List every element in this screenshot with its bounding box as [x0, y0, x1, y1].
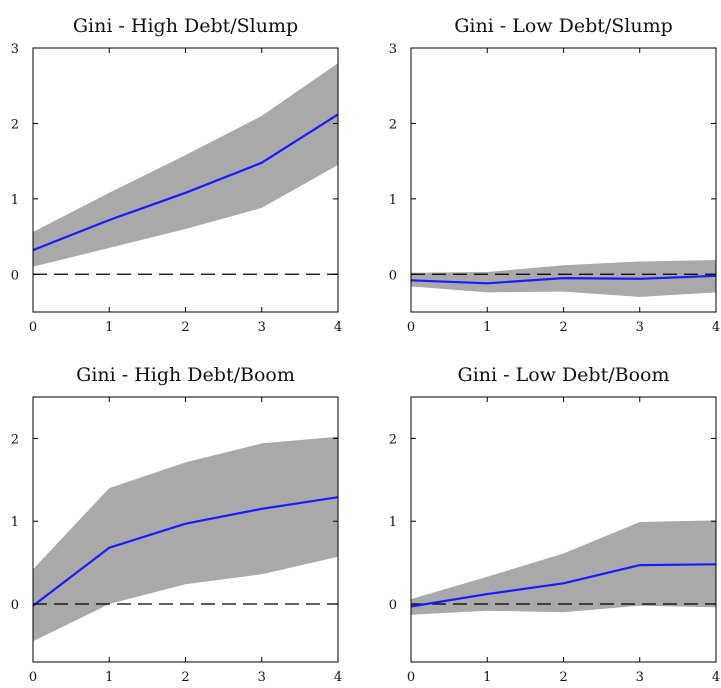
x-tick-label: 4 — [712, 670, 720, 685]
y-tick-label: 2 — [11, 117, 19, 132]
x-tick-label: 0 — [407, 320, 415, 335]
y-tick-label: 1 — [389, 515, 397, 530]
panel-title: Gini - High Debt/Boom — [76, 364, 295, 386]
estimate-line — [32, 113, 339, 252]
x-tick-label: 2 — [181, 320, 189, 335]
x-tick-label: 3 — [258, 670, 266, 685]
y-tick-label: 2 — [11, 432, 19, 447]
panel-low-debt-slump: Gini - Low Debt/Slump 0 1 2 3 4 0 1 2 3 — [389, 15, 720, 335]
estimate-line — [32, 496, 339, 607]
x-tick-label: 4 — [712, 320, 720, 335]
x-tick-label: 0 — [29, 670, 37, 685]
x-tick-label: 0 — [407, 670, 415, 685]
panel-high-debt-slump: Gini - High Debt/Slump 0 1 2 3 4 0 1 2 3 — [11, 15, 342, 335]
x-tick-label: 1 — [483, 670, 491, 685]
panel-low-debt-boom: Gini - Low Debt/Boom 0 1 2 3 4 0 1 2 — [389, 364, 720, 685]
x-tick-label: 3 — [258, 320, 266, 335]
confidence-band — [411, 520, 716, 615]
x-tick-label: 3 — [636, 670, 644, 685]
x-tick-label: 3 — [636, 320, 644, 335]
y-tick-label: 1 — [389, 193, 397, 208]
x-tick-label: 2 — [181, 670, 189, 685]
x-tick-label: 4 — [334, 320, 342, 335]
confidence-band — [33, 63, 338, 267]
y-tick-label: 2 — [389, 432, 397, 447]
x-tick-label: 1 — [105, 320, 113, 335]
panel-title: Gini - High Debt/Slump — [73, 15, 298, 37]
y-tick-label: 3 — [11, 42, 19, 57]
x-tick-label: 4 — [334, 670, 342, 685]
confidence-band — [33, 436, 338, 642]
y-tick-label: 0 — [389, 268, 397, 283]
x-tick-label: 0 — [29, 320, 37, 335]
estimate-line — [410, 274, 717, 285]
y-tick-label: 1 — [11, 515, 19, 530]
y-tick-label: 2 — [389, 117, 397, 132]
x-tick-label: 2 — [559, 670, 567, 685]
y-tick-label: 0 — [389, 598, 397, 613]
panel-high-debt-boom: Gini - High Debt/Boom 0 1 2 3 4 0 1 2 — [11, 364, 342, 685]
y-tick-label: 1 — [11, 193, 19, 208]
x-tick-label: 2 — [559, 320, 567, 335]
estimate-line — [410, 563, 717, 608]
y-tick-label: 0 — [11, 268, 19, 283]
x-tick-label: 1 — [483, 320, 491, 335]
x-tick-label: 1 — [105, 670, 113, 685]
panel-title: Gini - Low Debt/Slump — [454, 15, 673, 37]
y-tick-label: 3 — [389, 42, 397, 57]
panel-title: Gini - Low Debt/Boom — [458, 364, 670, 386]
y-tick-label: 0 — [11, 598, 19, 613]
